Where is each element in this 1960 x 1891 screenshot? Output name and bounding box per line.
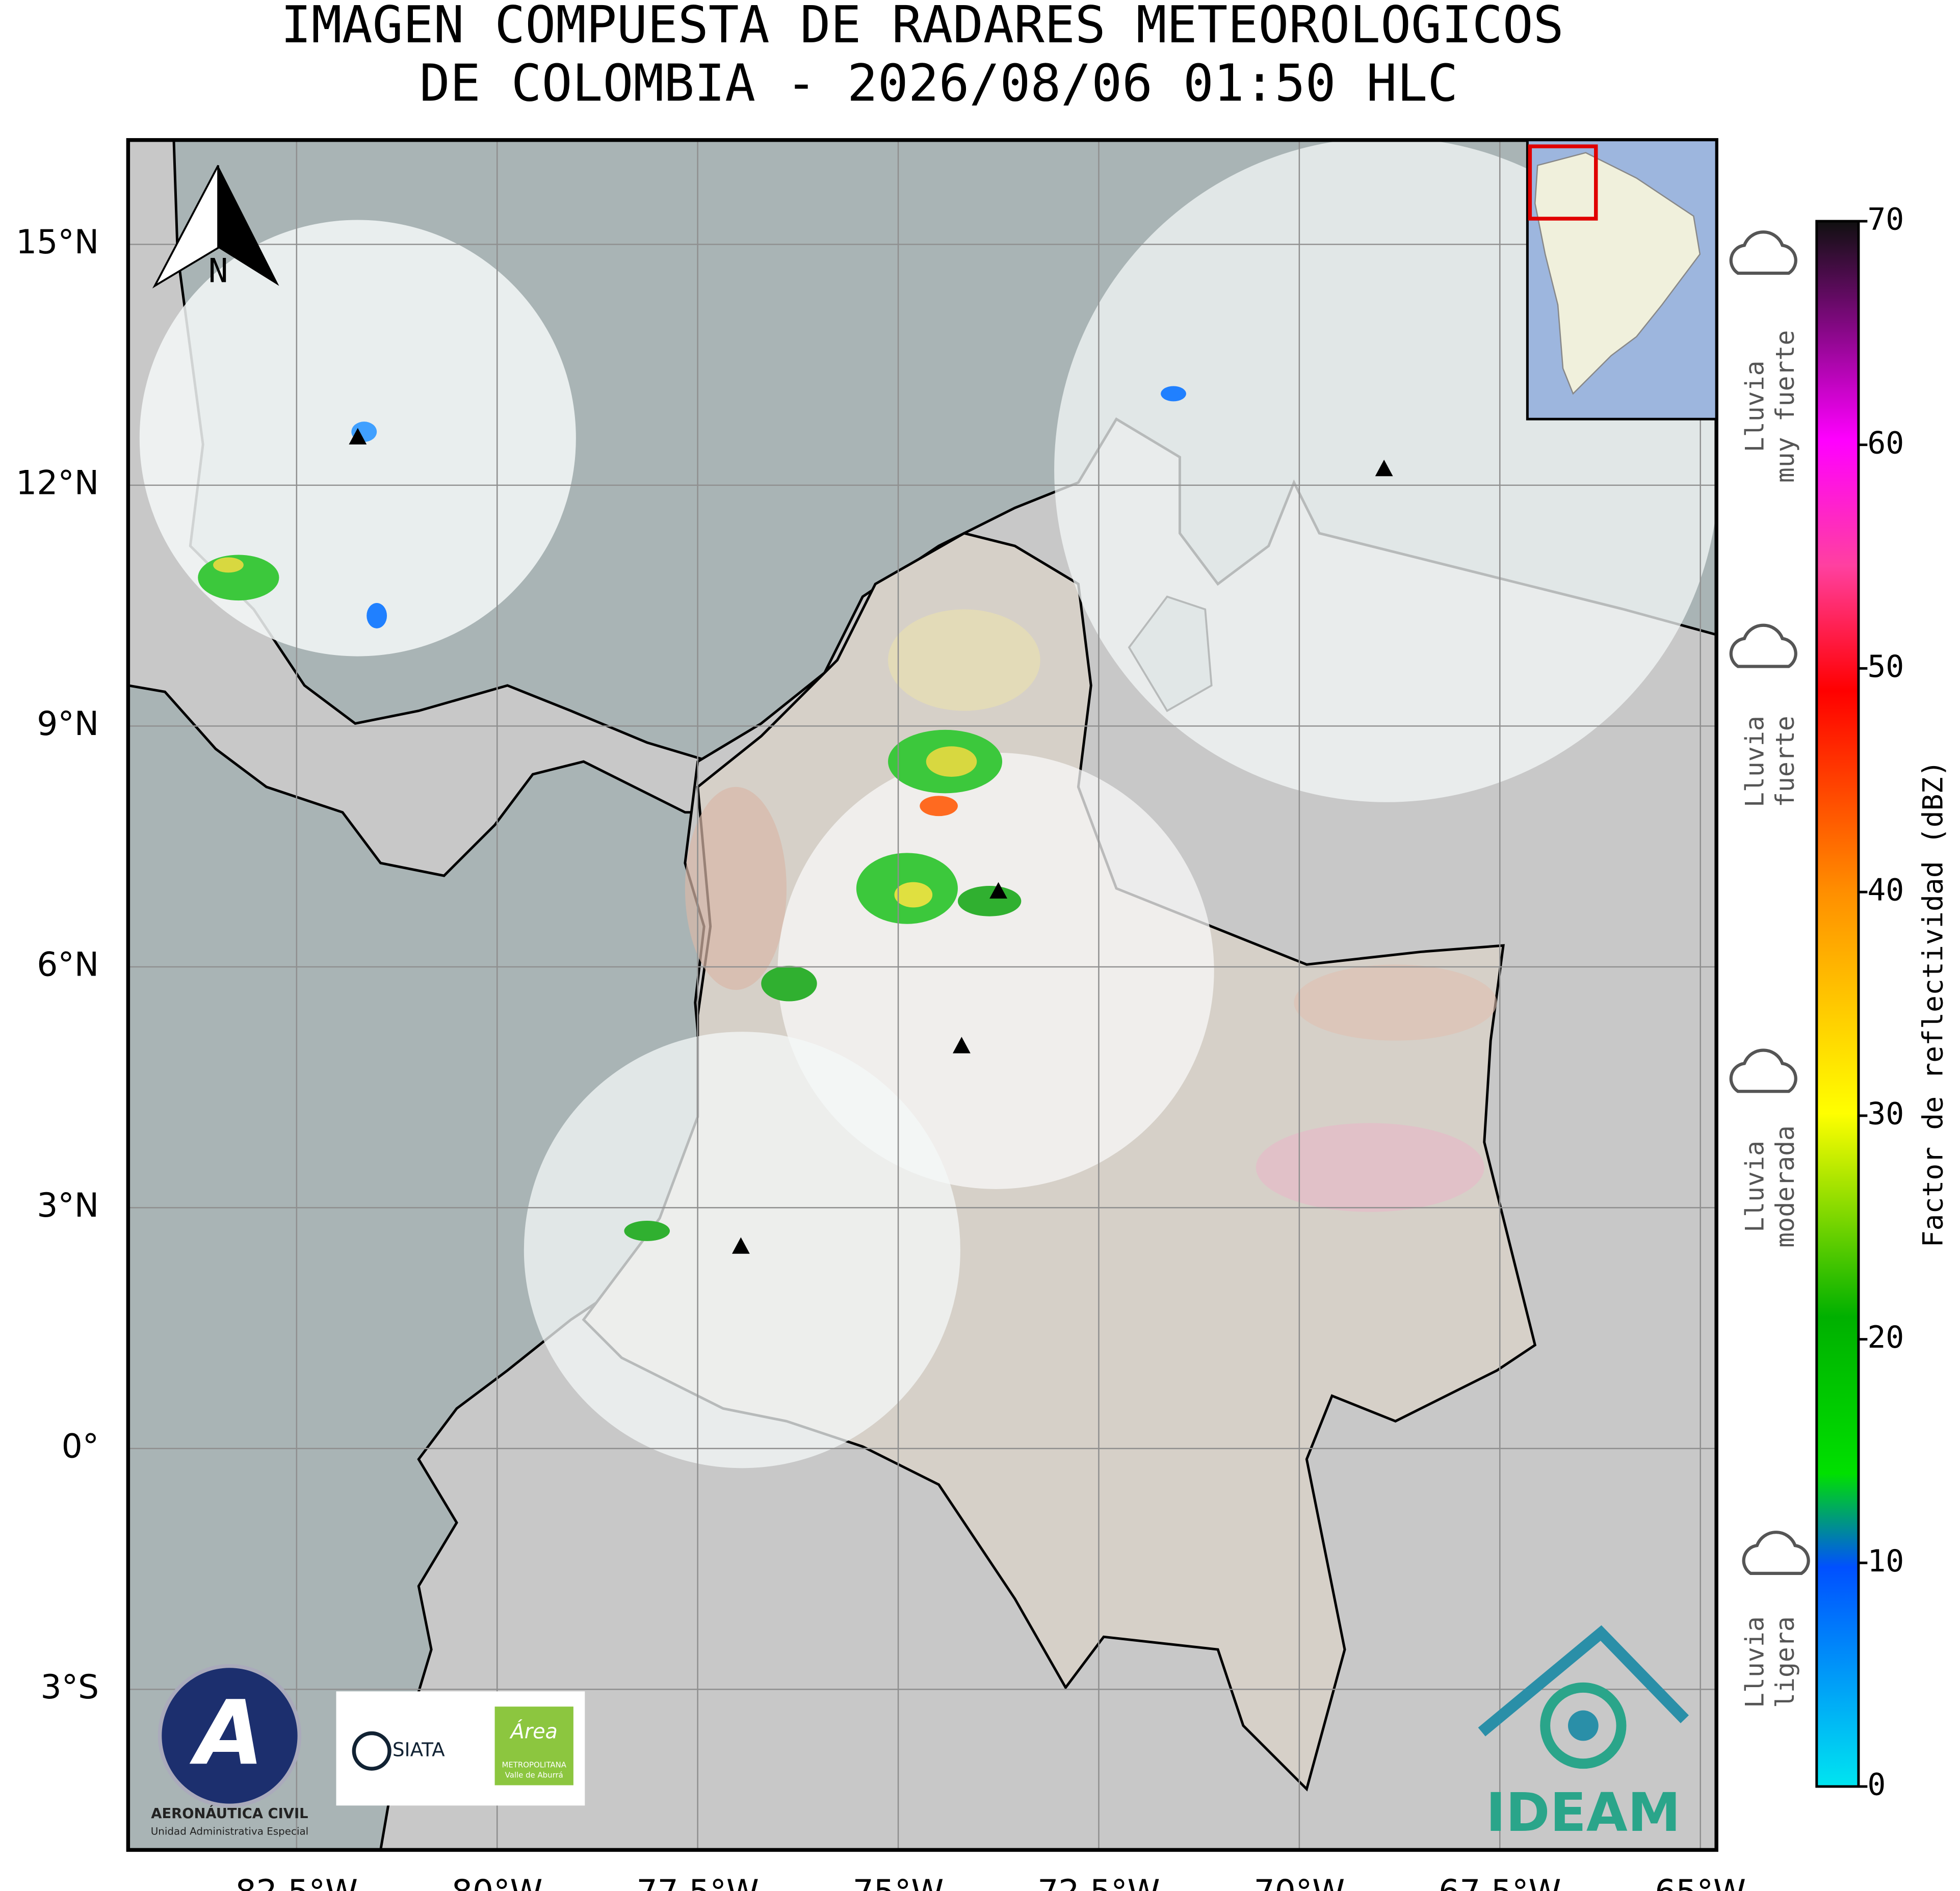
y-tick-label: 9°N xyxy=(37,705,99,743)
colorbar-tick-label: 0 xyxy=(1867,1768,1886,1803)
terrain xyxy=(685,786,787,990)
precipitation xyxy=(198,386,1186,1241)
y-tick-label: 15°N xyxy=(16,223,99,261)
colorbar xyxy=(1815,220,1860,1788)
x-tick-label: 77.5°W xyxy=(636,1873,759,1891)
terrain xyxy=(1294,964,1497,1041)
title-line-1: IMAGEN COMPUESTA DE RADARES METEOROLOGIC… xyxy=(281,0,1564,55)
rain-level-text: moderada xyxy=(1770,1125,1800,1248)
inset-map xyxy=(1526,139,1718,421)
colorbar-tick-label: 70 xyxy=(1867,202,1904,238)
colorbar-tick-label: 40 xyxy=(1867,873,1904,908)
x-tick-label: 75°W xyxy=(853,1873,944,1891)
y-tick-label: 12°N xyxy=(16,464,99,503)
colorbar-tick-label: 10 xyxy=(1867,1544,1904,1579)
map xyxy=(128,140,1717,1850)
rain-level-text: muy fuerte xyxy=(1770,330,1800,483)
aerocivil-label: AERONÁUTICA CIVIL xyxy=(151,1805,308,1822)
area-sub-2: Valle de Aburrá xyxy=(505,1771,563,1780)
colorbar-tick-label: 20 xyxy=(1867,1320,1904,1355)
plot-frame xyxy=(126,138,1718,1852)
terrain xyxy=(888,609,1040,711)
colorbar-tick-label: 50 xyxy=(1867,649,1904,685)
radar-sites xyxy=(349,428,1393,1254)
y-tick-label: 6°N xyxy=(37,946,99,984)
x-tick-label: 67.5°W xyxy=(1439,1873,1561,1891)
y-tick-label: 0° xyxy=(62,1427,99,1465)
y-tick-label: 3°S xyxy=(41,1668,99,1706)
rain-level-text: fuerte xyxy=(1770,716,1800,807)
logos: A AERONÁUTICA CIVIL Unidad Administrativ… xyxy=(151,1625,1689,1844)
area-sub-1: METROPOLITANA xyxy=(502,1761,566,1770)
rain-level-text: Lluvia xyxy=(1740,1141,1769,1232)
colorbar-tick-label: 60 xyxy=(1867,426,1904,461)
y-tick-label: 3°N xyxy=(37,1187,99,1225)
siata-label: SIATA xyxy=(393,1738,445,1761)
colorbar-tick-label: 30 xyxy=(1867,1096,1904,1132)
rain-legend: Lluvia muy fuerte Lluvia fuerte Lluvia m… xyxy=(1729,230,1810,1708)
title-line-2: DE COLOMBIA - 2026/08/06 01:50 HLC xyxy=(420,54,1458,113)
x-tick-label: 70°W xyxy=(1254,1873,1345,1891)
x-tick-label: 80°W xyxy=(452,1873,543,1891)
colorbar-label: Factor de reflectividad (dBZ) xyxy=(1916,760,1949,1248)
grid xyxy=(128,140,1717,1850)
svg-text:A: A xyxy=(189,1682,264,1785)
rain-level-text: Lluvia xyxy=(1740,360,1769,452)
rain-level-text: Lluvia xyxy=(1740,716,1769,807)
terrain xyxy=(1256,1123,1484,1212)
x-tick-label: 65°W xyxy=(1655,1873,1746,1891)
x-tick-label: 72.5°W xyxy=(1037,1873,1160,1891)
ideam-label: IDEAM xyxy=(1486,1781,1681,1844)
north-label: N xyxy=(208,252,228,291)
rain-level-text: Lluvia xyxy=(1740,1616,1769,1708)
aerocivil-sub: Unidad Administrativa Especial xyxy=(151,1826,308,1837)
rain-level-text: ligera xyxy=(1770,1616,1800,1708)
area-label: Área xyxy=(509,1719,557,1743)
x-tick-label: 82.5°W xyxy=(236,1873,358,1891)
